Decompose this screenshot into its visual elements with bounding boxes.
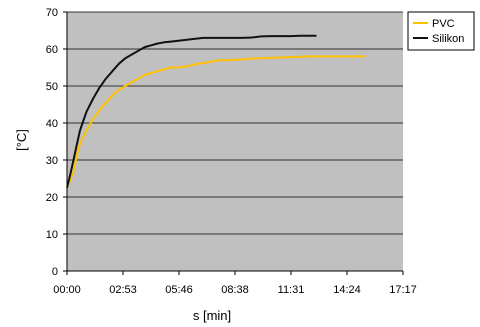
- x-tick-label: 00:00: [53, 284, 81, 296]
- legend-label-silikon: Silikon: [432, 33, 464, 45]
- x-tick-label: 02:53: [109, 284, 137, 296]
- x-tick-label: 11:31: [278, 284, 305, 296]
- x-axis-ticks: 00:00 02:53 05:46 08:38 11:31 14:24 17:17: [53, 271, 417, 296]
- legend-box: [407, 11, 475, 51]
- series-line-pvc: [66, 55, 366, 189]
- y-axis-ticks: 0 10 20 30 40 50 60 70: [46, 7, 67, 278]
- series-line-silikon: [66, 34, 317, 189]
- y-tick-label: 50: [46, 81, 58, 93]
- y-tick-label: 20: [46, 192, 58, 204]
- plot-area: [67, 12, 403, 271]
- x-tick-label: 08:38: [221, 284, 249, 296]
- x-axis-title: s [min]: [193, 308, 231, 323]
- x-tick-label: 14:24: [333, 284, 361, 296]
- x-tick-label: 17:17: [389, 284, 417, 296]
- plot-background: [67, 12, 403, 271]
- y-axis-title: [°C]: [14, 129, 29, 151]
- x-tick-label: 05:46: [165, 284, 193, 296]
- legend: PVC Silikon: [407, 11, 475, 51]
- gridlines: [67, 11, 403, 235]
- legend-label-pvc: PVC: [432, 18, 455, 30]
- y-tick-label: 60: [46, 44, 58, 56]
- y-tick-label: 30: [46, 155, 58, 167]
- y-tick-label: 40: [46, 118, 58, 130]
- y-tick-label: 10: [46, 229, 58, 241]
- y-tick-label: 70: [46, 7, 58, 19]
- y-tick-label: 0: [52, 266, 58, 278]
- series-lines: [66, 34, 366, 189]
